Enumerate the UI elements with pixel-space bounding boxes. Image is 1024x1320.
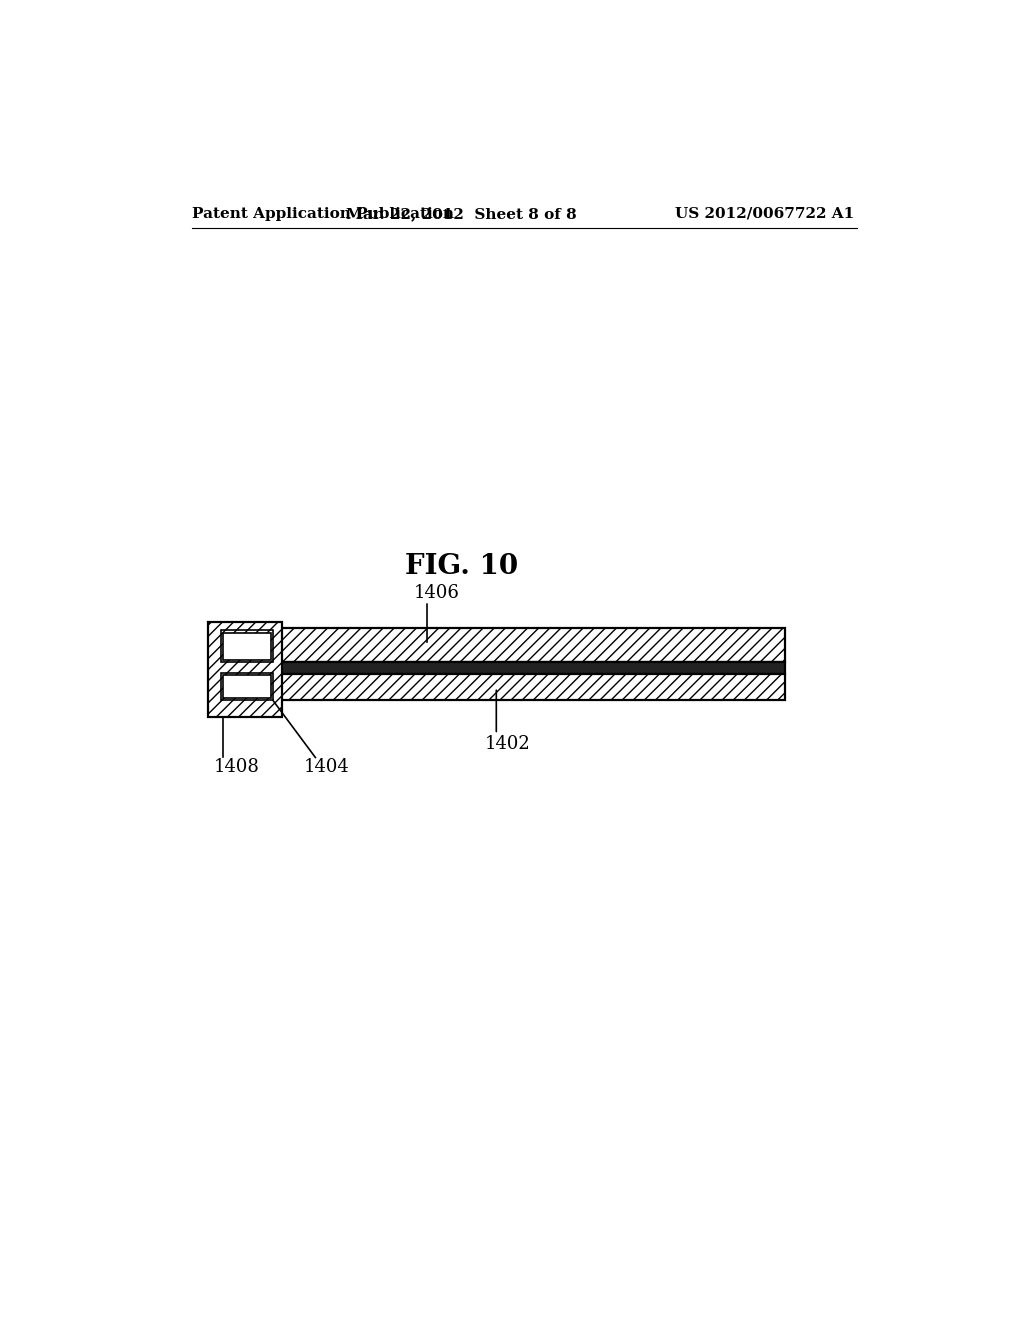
Bar (220, 673, 273, 701)
Text: FIG. 10: FIG. 10 (406, 553, 518, 579)
Text: 1404: 1404 (304, 758, 349, 776)
Bar (223, 632, 270, 660)
Text: 1408: 1408 (214, 758, 260, 776)
Bar (261, 663, 785, 675)
Bar (208, 622, 283, 718)
Text: US 2012/0067722 A1: US 2012/0067722 A1 (675, 207, 854, 220)
Text: 1402: 1402 (484, 735, 530, 752)
Bar (261, 628, 785, 663)
Bar (223, 675, 270, 698)
Text: 1406: 1406 (414, 585, 460, 602)
Bar (220, 631, 273, 663)
Text: Patent Application Publication: Patent Application Publication (193, 207, 455, 220)
Text: Mar. 22, 2012  Sheet 8 of 8: Mar. 22, 2012 Sheet 8 of 8 (346, 207, 578, 220)
Bar (261, 675, 785, 701)
